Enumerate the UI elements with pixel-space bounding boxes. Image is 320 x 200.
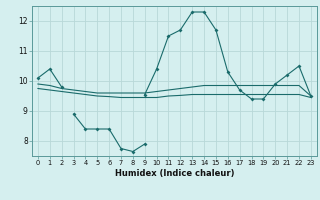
X-axis label: Humidex (Indice chaleur): Humidex (Indice chaleur)	[115, 169, 234, 178]
